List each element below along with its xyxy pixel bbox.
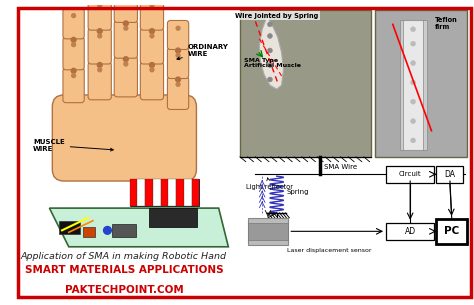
FancyBboxPatch shape: [88, 62, 111, 100]
Circle shape: [149, 63, 155, 67]
Bar: [149, 208, 197, 228]
Circle shape: [267, 77, 273, 82]
Bar: [400, 20, 403, 150]
Circle shape: [98, 34, 101, 38]
Circle shape: [71, 38, 76, 42]
Bar: [137, 179, 145, 206]
Text: ORDINARY
WIRE: ORDINARY WIRE: [177, 44, 228, 60]
FancyBboxPatch shape: [88, 28, 111, 64]
Bar: [248, 218, 288, 245]
FancyBboxPatch shape: [140, 28, 164, 64]
Bar: [248, 223, 288, 240]
Text: Spring: Spring: [286, 188, 309, 195]
Bar: [176, 179, 184, 206]
Text: PAKTECHPOINT.COM: PAKTECHPOINT.COM: [64, 285, 183, 295]
FancyBboxPatch shape: [114, 56, 137, 97]
FancyBboxPatch shape: [114, 0, 137, 23]
Bar: [436, 219, 467, 244]
Bar: [145, 179, 153, 206]
Circle shape: [98, 3, 101, 7]
Circle shape: [176, 48, 181, 53]
Polygon shape: [49, 208, 228, 247]
Text: AD: AD: [405, 227, 416, 236]
Circle shape: [97, 63, 102, 67]
Bar: [130, 179, 200, 206]
FancyBboxPatch shape: [167, 77, 189, 109]
Bar: [386, 166, 434, 183]
Circle shape: [410, 27, 416, 32]
Text: Teflon
firm: Teflon firm: [435, 16, 458, 30]
Circle shape: [150, 68, 154, 72]
Text: Light reflector: Light reflector: [246, 178, 293, 190]
FancyBboxPatch shape: [63, 68, 84, 103]
Circle shape: [123, 21, 128, 26]
Bar: [184, 179, 191, 206]
Text: SMA Type
Artificial Muscle: SMA Type Artificial Muscle: [244, 58, 301, 68]
Bar: [436, 166, 464, 183]
Bar: [240, 10, 371, 157]
Text: MUSCLE
WIRE: MUSCLE WIRE: [33, 139, 113, 152]
Circle shape: [410, 138, 416, 143]
Circle shape: [150, 34, 154, 38]
Circle shape: [410, 61, 416, 66]
Bar: [59, 221, 81, 234]
FancyBboxPatch shape: [63, 37, 84, 70]
Circle shape: [72, 14, 75, 18]
Circle shape: [410, 119, 416, 124]
Circle shape: [267, 34, 273, 38]
Bar: [402, 20, 424, 150]
Bar: [161, 179, 168, 206]
Circle shape: [176, 77, 181, 82]
Circle shape: [98, 68, 101, 72]
Circle shape: [124, 26, 128, 30]
Bar: [168, 179, 176, 206]
Circle shape: [149, 29, 155, 34]
Circle shape: [267, 22, 273, 27]
Circle shape: [176, 53, 180, 57]
Text: Wire Jointed by Spring: Wire Jointed by Spring: [235, 13, 319, 19]
Circle shape: [410, 80, 416, 85]
Circle shape: [410, 41, 416, 46]
Bar: [386, 223, 434, 240]
FancyBboxPatch shape: [140, 62, 164, 100]
Circle shape: [104, 227, 111, 234]
FancyBboxPatch shape: [88, 0, 111, 30]
FancyBboxPatch shape: [167, 20, 189, 49]
Circle shape: [150, 3, 154, 7]
Text: Application of SMA in making Robotic Hand: Application of SMA in making Robotic Han…: [21, 252, 227, 261]
Polygon shape: [259, 16, 283, 89]
Circle shape: [71, 68, 76, 73]
Circle shape: [72, 74, 75, 77]
Circle shape: [72, 43, 75, 47]
FancyBboxPatch shape: [140, 0, 164, 30]
Bar: [375, 10, 467, 157]
Bar: [191, 179, 200, 206]
Circle shape: [124, 62, 128, 66]
Text: PC: PC: [444, 226, 459, 236]
Circle shape: [123, 57, 128, 62]
Circle shape: [267, 48, 273, 53]
Text: SMART MATERIALS APPLICATIONS: SMART MATERIALS APPLICATIONS: [25, 265, 223, 275]
FancyBboxPatch shape: [52, 95, 196, 181]
Bar: [83, 228, 95, 237]
Circle shape: [176, 82, 180, 86]
FancyBboxPatch shape: [63, 8, 84, 39]
Bar: [423, 20, 427, 150]
Bar: [112, 224, 137, 237]
FancyBboxPatch shape: [114, 20, 137, 58]
Circle shape: [176, 26, 180, 30]
FancyBboxPatch shape: [167, 48, 189, 78]
Text: Laser displacement sensor: Laser displacement sensor: [287, 248, 371, 253]
Circle shape: [267, 63, 273, 67]
Bar: [153, 179, 161, 206]
Text: DA: DA: [444, 170, 456, 179]
Bar: [130, 179, 137, 206]
Text: SMA Wire: SMA Wire: [324, 163, 357, 170]
Text: Circuit: Circuit: [399, 171, 421, 177]
Circle shape: [410, 99, 416, 104]
Circle shape: [97, 29, 102, 34]
